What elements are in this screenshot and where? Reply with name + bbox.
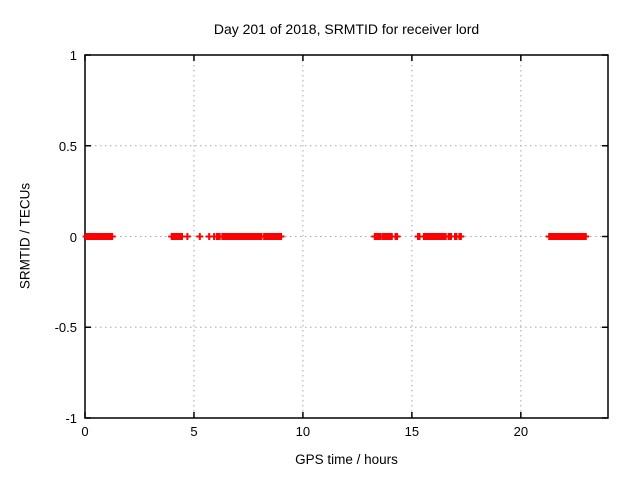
y-tick-label-0.5: 0.5 [58,138,77,154]
chart-title: Day 201 of 2018, SRMTID for receiver lor… [213,21,480,37]
x-tick-label-15: 15 [404,424,420,439]
x-tick-label-0: 0 [81,424,89,439]
x-axis-label: GPS time / hours [295,452,398,467]
y-tick-label--0.5: -0.5 [54,320,77,336]
y-tick-label-0: 0 [69,229,77,245]
x-tick-label-5: 5 [190,424,198,439]
y-tick-label-1: 1 [69,48,77,63]
x-tick-label-10: 10 [295,424,311,439]
x-tick-label-20: 20 [513,424,529,439]
data-points [82,233,590,240]
y-tick-label--1: -1 [65,411,77,426]
